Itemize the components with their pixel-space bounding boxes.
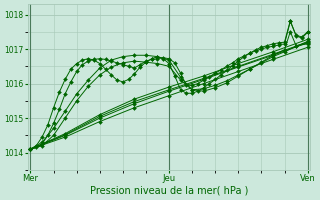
- X-axis label: Pression niveau de la mer( hPa ): Pression niveau de la mer( hPa ): [90, 186, 248, 196]
